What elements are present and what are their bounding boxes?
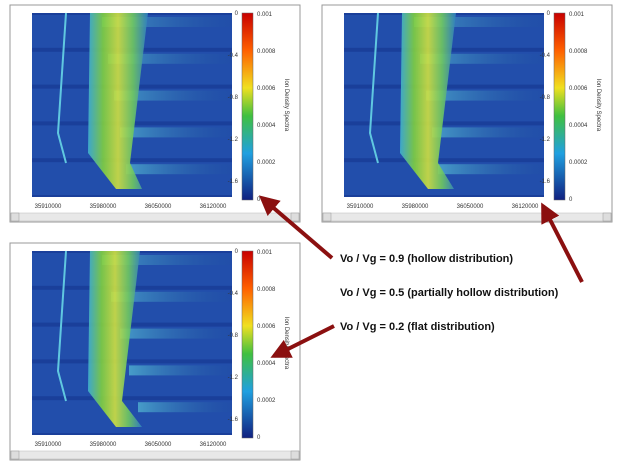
- heatmap-tail: [438, 164, 544, 175]
- y-tick-label: 0: [235, 11, 239, 17]
- scroll-right: [602, 212, 612, 222]
- y-tick-label: -0.4: [228, 291, 239, 297]
- heatmap-tail: [114, 90, 232, 101]
- heatmap-tail: [120, 328, 232, 339]
- y-tick-label: -0.4: [228, 53, 239, 59]
- scroll-right: [290, 450, 300, 460]
- heatmap-ridge: [400, 13, 456, 189]
- annotation: Vo / Vg = 0.9 (hollow distribution): [340, 253, 513, 265]
- y-tick-label: -1.6: [540, 179, 551, 185]
- x-tick-label: 35910000: [35, 442, 62, 448]
- colorbar: [241, 250, 254, 439]
- arrow: [258, 195, 334, 260]
- x-tick-label: 36050000: [145, 442, 172, 448]
- y-tick-label: -1.2: [540, 137, 551, 143]
- y-tick-label: 0: [235, 249, 239, 255]
- heatmap-ridge: [88, 251, 142, 427]
- colorbar-tick-label: 0: [257, 435, 261, 441]
- heatmap-tail: [102, 255, 232, 265]
- colorbar-tick-label: 0.001: [569, 12, 585, 18]
- x-tick-label: 35980000: [90, 204, 117, 210]
- heatmap-streak: [368, 12, 379, 164]
- x-tick-label: 35910000: [347, 204, 374, 210]
- scrollbar: [10, 450, 300, 460]
- x-tick-label: 35910000: [35, 204, 62, 210]
- y-tick-label: 0: [547, 11, 551, 17]
- heatmap-tail: [111, 291, 232, 302]
- plot-window: 0 -0.4 -0.8 -1.2 -1.6 0.001 0.0008 0.0006 0.0004…: [321, 4, 613, 223]
- colorbar-label: Ion Density Spectra: [595, 79, 601, 132]
- heatmap-tail: [432, 127, 544, 138]
- y-tick-label: -1.6: [228, 417, 239, 423]
- x-tick-label: 36120000: [512, 204, 539, 210]
- heatmap-tail: [138, 402, 232, 413]
- colorbar-tick-label: 0.0006: [569, 86, 588, 92]
- scroll-right: [290, 212, 300, 222]
- x-tick-label: 36050000: [145, 204, 172, 210]
- heatmap-tail: [120, 127, 232, 138]
- heatmap-ridge: [88, 13, 148, 189]
- colorbar-tick-label: 0.0004: [569, 123, 588, 129]
- colorbar-tick-label: 0.0002: [257, 398, 276, 404]
- y-tick-label: -1.2: [228, 137, 239, 143]
- colorbar: [553, 12, 566, 201]
- plot-window: 0 -0.4 -0.8 -1.2 -1.6 0.001 0.0008 0.0006 0.0004…: [9, 242, 301, 461]
- heatmap-tail: [126, 164, 232, 175]
- colorbar-tick-label: 0.0004: [257, 361, 276, 367]
- colorbar-label: Ion Density Spectra: [283, 79, 289, 132]
- colorbar-tick-label: 0.0008: [257, 49, 276, 55]
- annotation: Vo / Vg = 0.5 (partially hollow distribu…: [340, 287, 559, 299]
- heatmap-tail: [108, 53, 232, 64]
- x-tick-label: 35980000: [90, 442, 117, 448]
- colorbar-tick-label: 0: [569, 197, 573, 203]
- scrollbar: [10, 212, 300, 222]
- colorbar-tick-label: 0.0004: [257, 123, 276, 129]
- colorbar-tick-label: 0.0002: [257, 160, 276, 166]
- annotation: Vo / Vg = 0.2 (flat distribution): [340, 321, 495, 333]
- x-tick-label: 36120000: [200, 442, 227, 448]
- scroll-left: [322, 212, 332, 222]
- y-tick-label: -0.8: [228, 333, 239, 339]
- colorbar-label: Ion Density Spectra: [283, 317, 289, 370]
- y-tick-label: -0.4: [540, 53, 551, 59]
- plot-window: 0 -0.4 -0.8 -1.2 -1.6 0.001 0.0008 0.0006 0.0004…: [9, 4, 301, 223]
- heatmap-tail: [102, 17, 232, 27]
- x-tick-label: 36050000: [457, 204, 484, 210]
- y-tick-label: -1.2: [228, 375, 239, 381]
- scroll-left: [10, 212, 20, 222]
- y-tick-label: -0.8: [540, 95, 551, 101]
- colorbar-tick-label: 0.001: [257, 250, 273, 256]
- colorbar-tick-label: 0.0008: [569, 49, 588, 55]
- y-tick-label: -1.6: [228, 179, 239, 185]
- heatmap-tail: [414, 17, 544, 27]
- colorbar-tick-label: 0.001: [257, 12, 273, 18]
- scrollbar: [322, 212, 612, 222]
- y-tick-label: -0.8: [228, 95, 239, 101]
- scroll-left: [10, 450, 20, 460]
- colorbar-tick-label: 0.0006: [257, 86, 276, 92]
- colorbar-tick-label: 0.0002: [569, 160, 588, 166]
- colorbar: [241, 12, 254, 201]
- x-tick-label: 36120000: [200, 204, 227, 210]
- x-tick-label: 35980000: [402, 204, 429, 210]
- heatmap-tail: [426, 90, 544, 101]
- arrow: [270, 324, 335, 358]
- heatmap-streak: [56, 12, 67, 164]
- heatmap-tail: [129, 365, 232, 376]
- heatmap-streak: [56, 250, 67, 402]
- colorbar-tick-label: 0.0008: [257, 287, 276, 293]
- heatmap-tail: [420, 53, 544, 64]
- colorbar-tick-label: 0.0006: [257, 324, 276, 330]
- arrow: [541, 202, 584, 283]
